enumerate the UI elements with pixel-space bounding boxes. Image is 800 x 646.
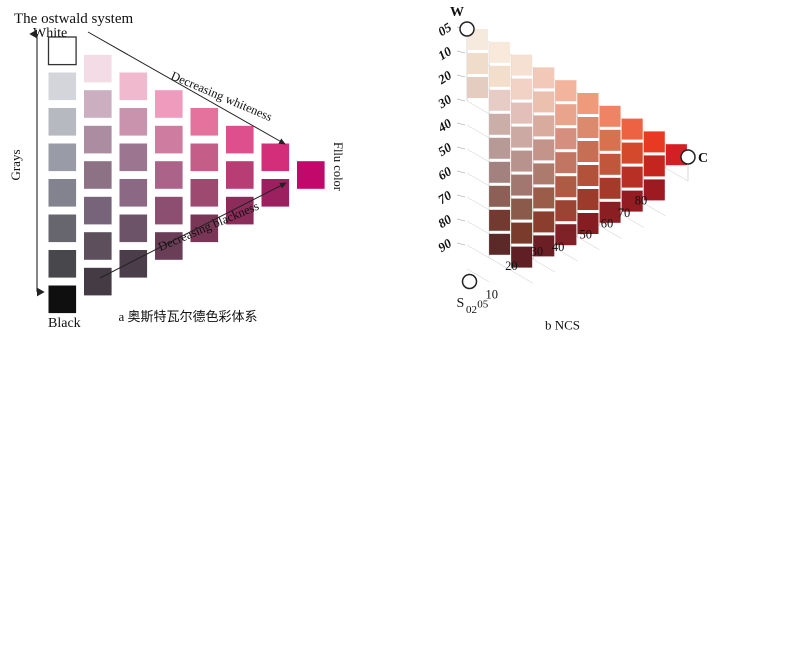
svg-text:S: S [457,296,465,311]
svg-text:Grays: Grays [8,149,23,180]
svg-text:C: C [698,151,708,166]
svg-text:a 奥斯特瓦尔德色彩体系: a 奥斯特瓦尔德色彩体系 [118,309,257,324]
svg-text:Black: Black [48,316,81,331]
svg-text:30: 30 [531,244,544,258]
svg-text:10: 10 [486,288,499,302]
svg-text:W: W [450,5,464,20]
svg-text:50: 50 [580,227,593,241]
svg-text:20: 20 [505,259,518,273]
svg-text:The ostwald system: The ostwald system [14,11,133,27]
svg-text:Fllu color: Fllu color [331,142,345,192]
svg-text:02: 02 [466,304,477,316]
svg-text:80: 80 [635,193,648,207]
svg-text:40: 40 [552,240,565,254]
svg-text:White: White [33,26,67,41]
svg-text:b NCS: b NCS [545,318,580,333]
svg-text:70: 70 [618,206,631,220]
svg-text:60: 60 [601,217,614,231]
